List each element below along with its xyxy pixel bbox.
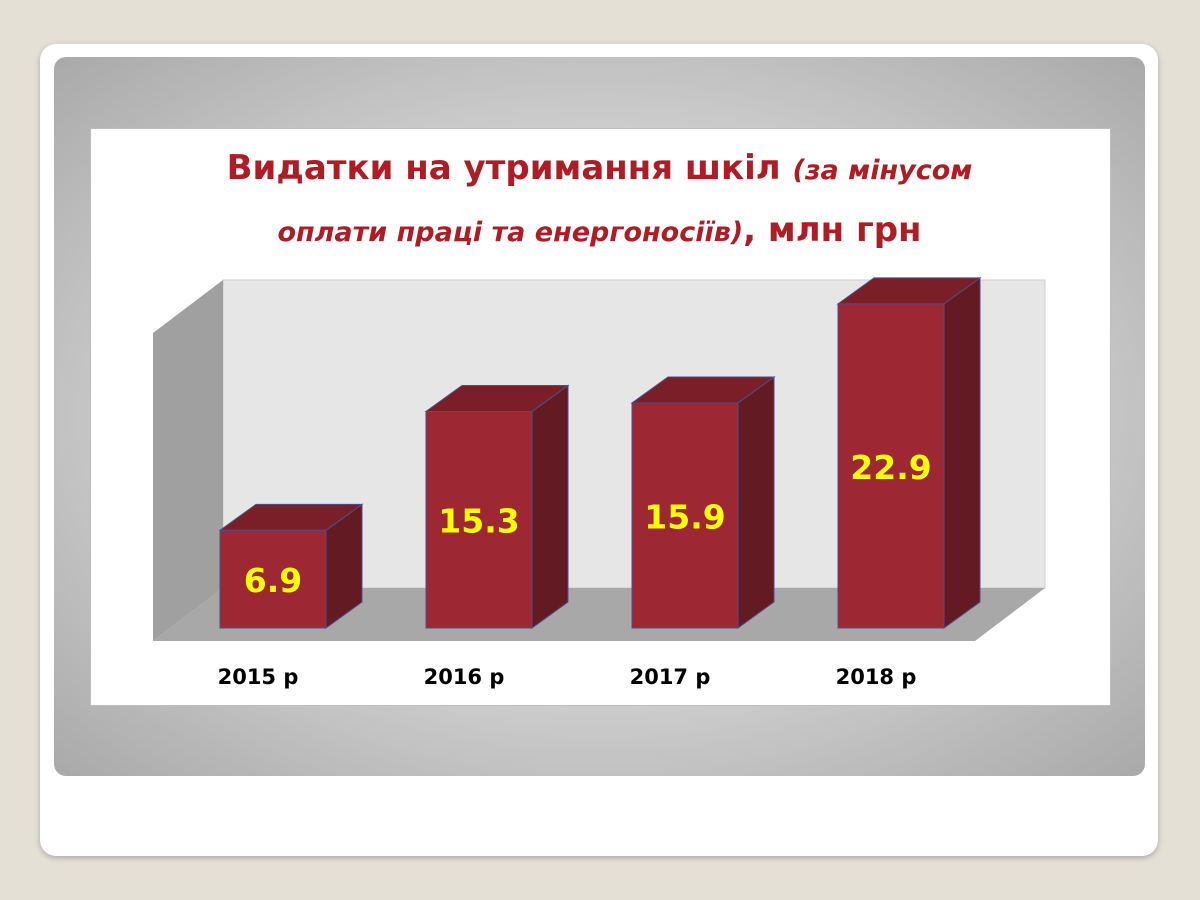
bar-front [631,402,739,629]
bar-2015 р: 6.9 [218,503,364,629]
x-tick-label: 2015 р [218,665,299,689]
chart-title-note-1: (за мінусом [792,155,973,186]
x-tick-label: 2016 р [424,665,505,689]
bar-value-label: 22.9 [850,448,931,487]
bar-front [219,529,327,629]
chart-title-unit: , млн грн [743,210,922,250]
bar-2017 р: 15.9 [630,375,776,629]
bar-side [531,384,569,629]
x-tick-label: 2018 р [836,665,917,689]
chart-title: Видатки на утримання шкіл (за мінусом оп… [90,140,1109,264]
bar-front [425,410,533,629]
bar-value-label: 15.3 [438,502,519,541]
bar-value-label: 15.9 [644,497,725,536]
x-axis-labels: 2015 р 2016 р 2017 р 2018 р [218,665,917,689]
bar-front [837,303,945,629]
bar-side [943,276,981,629]
bar-2018 р: 22.9 [836,276,982,629]
chart-title-main: Видатки на утримання шкіл [226,148,793,188]
x-tick-label: 2017 р [630,665,711,689]
chart-floor [153,588,1045,641]
bar-value-label: 6.9 [244,561,302,600]
bar-2016 р: 15.3 [424,384,570,629]
bars-group: 6.9 15.3 15.9 22.9 [218,276,982,629]
chart-title-note-2: оплати праці та енергоносіїв) [277,217,744,248]
bar-side [737,375,775,629]
chart-left-wall [153,280,223,641]
